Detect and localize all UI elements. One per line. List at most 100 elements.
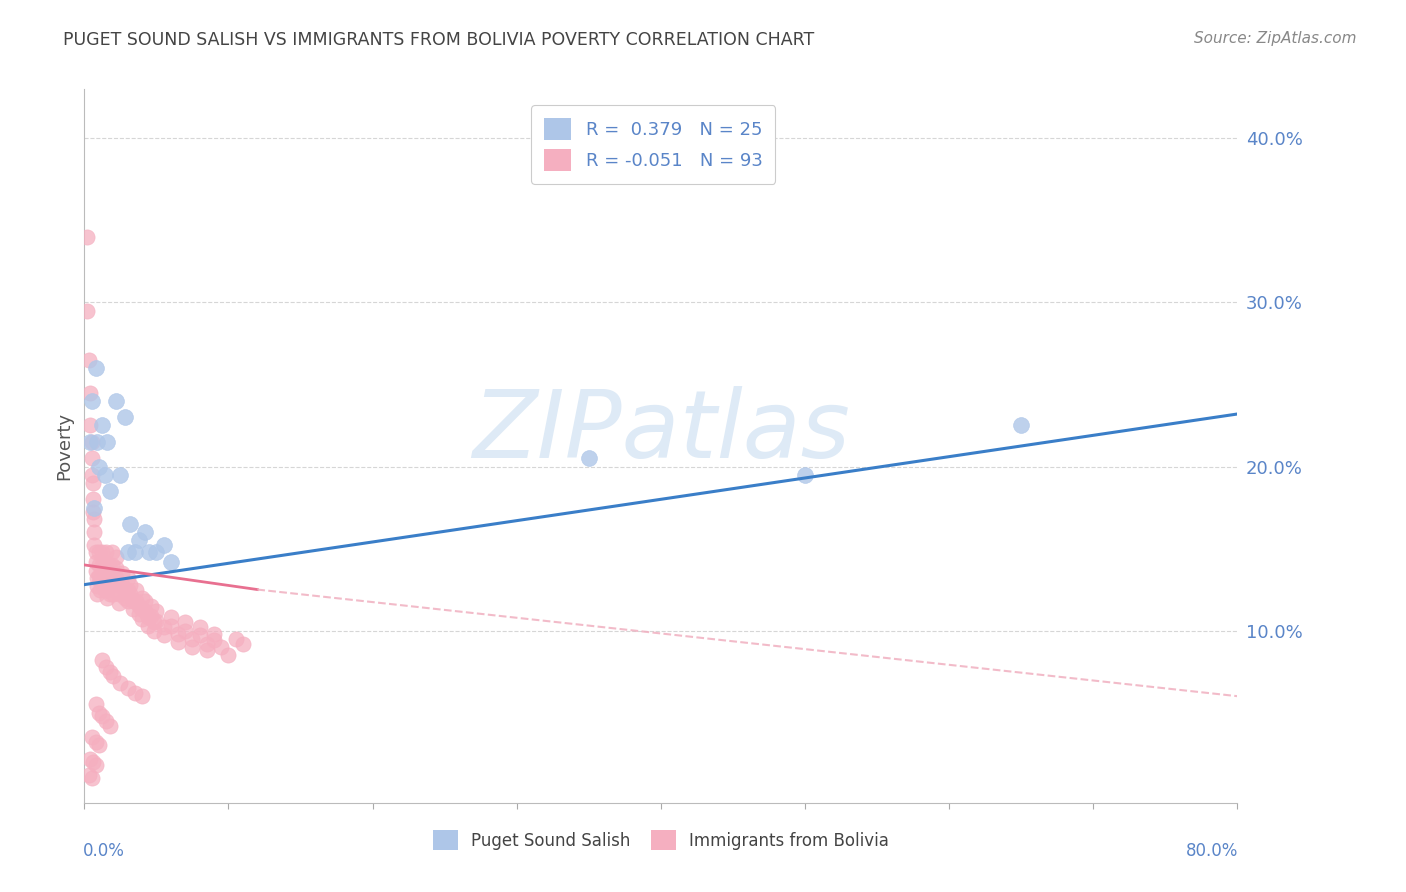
Point — [110, 676, 132, 690]
Point — [167, 635, 190, 649]
Point — [93, 566, 115, 581]
Point — [90, 545, 112, 559]
Point — [94, 545, 117, 559]
Point — [125, 582, 148, 597]
Point — [225, 632, 247, 646]
Point — [84, 545, 107, 559]
Point — [94, 558, 117, 572]
Point — [90, 558, 112, 572]
Point — [89, 574, 111, 589]
Point — [97, 569, 120, 583]
Point — [181, 632, 204, 646]
Point — [195, 637, 218, 651]
Point — [82, 505, 104, 519]
Point — [117, 582, 139, 597]
Point — [93, 582, 115, 597]
Point — [202, 633, 225, 648]
Point — [160, 618, 183, 632]
Point — [111, 566, 134, 581]
Point — [117, 594, 139, 608]
Text: PUGET SOUND SALISH VS IMMIGRANTS FROM BOLIVIA POVERTY CORRELATION CHART: PUGET SOUND SALISH VS IMMIGRANTS FROM BO… — [63, 31, 814, 49]
Point — [105, 549, 128, 564]
Point — [82, 475, 104, 490]
Point — [209, 640, 232, 654]
Point — [138, 545, 160, 559]
Point — [87, 706, 110, 720]
Point — [76, 230, 98, 244]
Point — [94, 659, 117, 673]
Point — [152, 628, 174, 642]
Point — [103, 566, 124, 581]
Point — [128, 607, 150, 622]
Point — [139, 599, 162, 613]
Point — [167, 627, 190, 641]
Point — [117, 681, 139, 695]
Point — [80, 771, 103, 785]
Point — [96, 591, 118, 605]
Point — [96, 574, 118, 589]
Point — [90, 418, 112, 433]
Point — [82, 492, 104, 507]
Point — [128, 533, 150, 548]
Point — [145, 614, 167, 628]
Point — [124, 686, 146, 700]
Point — [103, 587, 124, 601]
Point — [105, 393, 128, 408]
Point — [77, 352, 100, 367]
Point — [195, 643, 218, 657]
Point — [117, 545, 139, 559]
Point — [80, 467, 103, 482]
Point — [98, 484, 121, 499]
Point — [105, 561, 128, 575]
Point — [83, 512, 105, 526]
Point — [105, 571, 128, 585]
Text: ZIPatlas: ZIPatlas — [472, 386, 849, 477]
Point — [96, 582, 118, 597]
Point — [84, 698, 107, 712]
Point — [114, 582, 136, 597]
Point — [91, 577, 114, 591]
Point — [77, 768, 100, 782]
Point — [98, 577, 121, 591]
Point — [100, 558, 122, 572]
Text: Source: ZipAtlas.com: Source: ZipAtlas.com — [1194, 31, 1357, 46]
Point — [83, 538, 105, 552]
Point — [120, 516, 142, 531]
Point — [152, 538, 174, 552]
Point — [111, 577, 134, 591]
Point — [145, 604, 167, 618]
Point — [90, 653, 112, 667]
Point — [131, 591, 153, 605]
Point — [120, 577, 142, 591]
Point — [108, 577, 131, 591]
Point — [96, 434, 118, 449]
Point — [117, 571, 139, 585]
Point — [139, 608, 162, 623]
Point — [98, 665, 121, 679]
Point — [174, 615, 197, 630]
Point — [108, 587, 131, 601]
Point — [136, 610, 159, 624]
Point — [103, 577, 124, 591]
Point — [98, 719, 121, 733]
Point — [90, 709, 112, 723]
Point — [94, 714, 117, 728]
Point — [76, 303, 98, 318]
Point — [134, 594, 156, 608]
Point — [84, 555, 107, 569]
Point — [98, 587, 121, 601]
Point — [142, 615, 165, 630]
Point — [79, 385, 101, 400]
Point — [794, 467, 817, 482]
Point — [232, 637, 254, 651]
Point — [80, 451, 103, 466]
Point — [79, 418, 101, 433]
Point — [84, 361, 107, 376]
Point — [84, 735, 107, 749]
Point — [103, 669, 124, 683]
Point — [83, 500, 105, 515]
Point — [181, 640, 204, 654]
Text: 80.0%: 80.0% — [1187, 842, 1239, 860]
Point — [84, 758, 107, 772]
Point — [93, 555, 115, 569]
